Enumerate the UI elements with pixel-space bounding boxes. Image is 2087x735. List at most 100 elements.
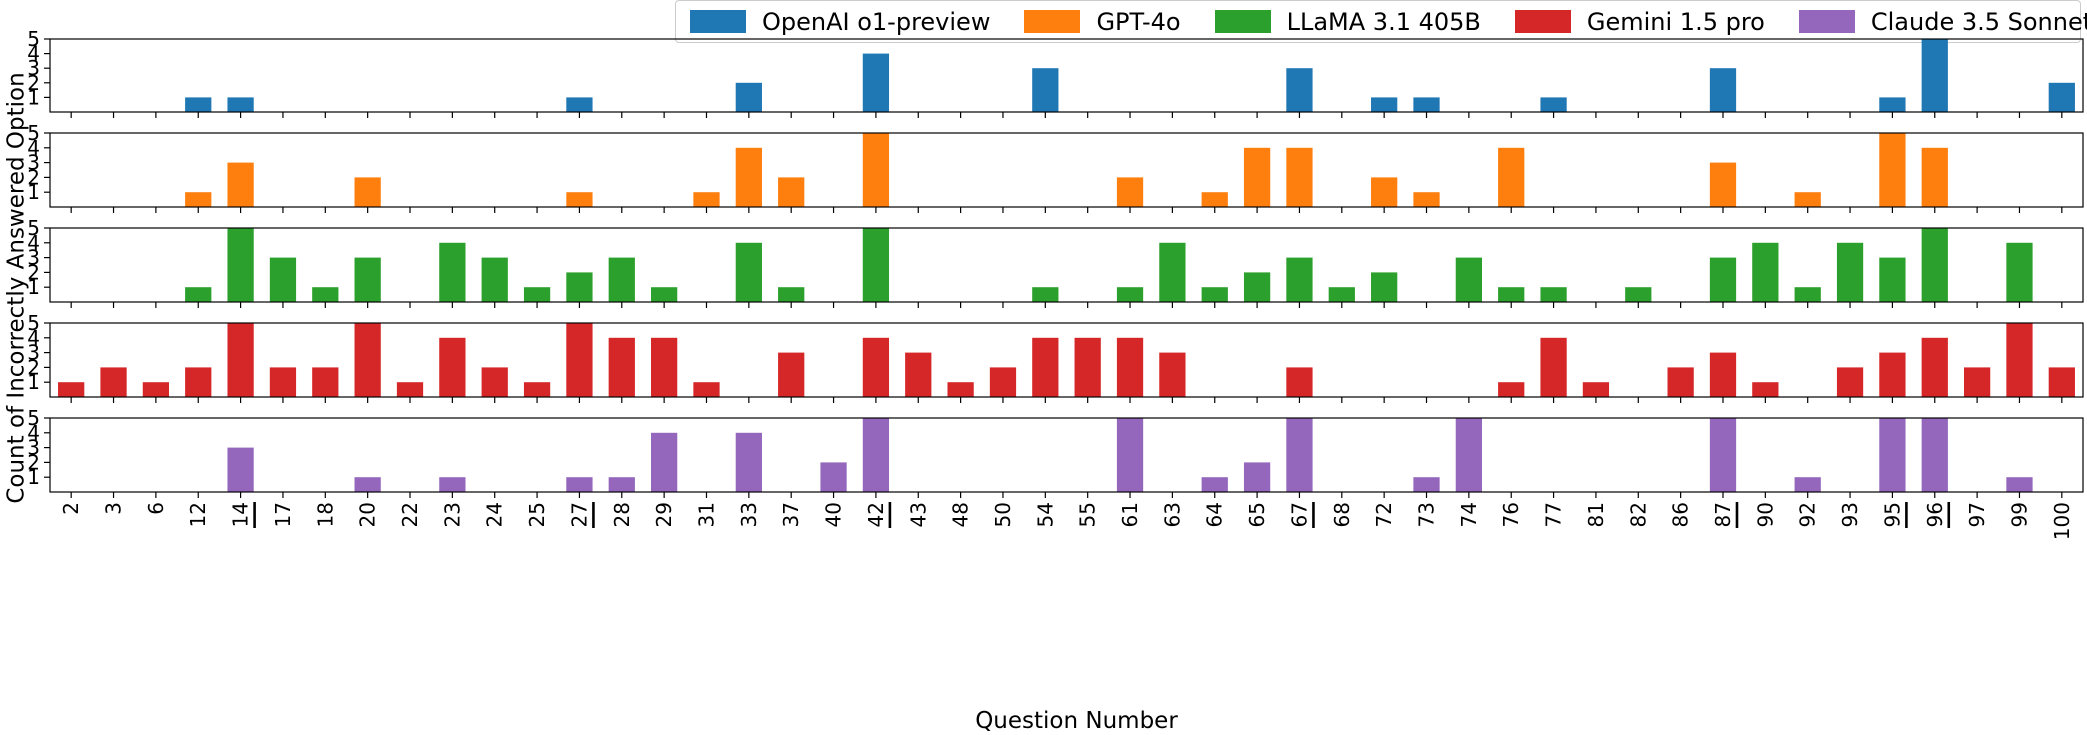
- bar: [354, 257, 381, 302]
- bar: [651, 432, 678, 492]
- x-tick-label: 96: [1923, 502, 1947, 527]
- y-tick-label: 1: [27, 370, 40, 394]
- legend-label: Claude 3.5 Sonnet: [1870, 7, 2087, 36]
- bar: [1159, 352, 1186, 397]
- bar: [1625, 287, 1652, 302]
- y-tick-label: 4: [27, 42, 40, 66]
- x-tick-label: 90: [1753, 502, 1777, 527]
- bar: [100, 367, 127, 397]
- x-tick-label: 6: [144, 502, 168, 515]
- bar: [2048, 367, 2075, 397]
- bar: [227, 162, 254, 207]
- legend-item-0: OpenAI o1-preview: [690, 8, 990, 36]
- bar: [1455, 418, 1482, 492]
- x-tick-label: 76: [1499, 502, 1523, 527]
- bar: [1032, 287, 1059, 302]
- bar: [735, 432, 762, 492]
- bar: [2006, 477, 2033, 492]
- y-tick-label: 5: [27, 216, 40, 240]
- bar: [820, 462, 847, 492]
- x-axis-label: Question Number: [975, 708, 1178, 734]
- y-tick-label: 5: [27, 27, 40, 51]
- bar: [1116, 287, 1144, 302]
- bar: [1879, 133, 1906, 207]
- bar: [862, 53, 890, 112]
- bar: [1709, 162, 1737, 207]
- bar: [1413, 97, 1440, 112]
- panel-frame: [49, 227, 2084, 303]
- bar: [523, 287, 551, 302]
- legend-item-1: GPT-4o: [1024, 8, 1181, 36]
- bar: [1540, 337, 1567, 397]
- bar: [1709, 257, 1737, 302]
- legend-label: OpenAI o1-preview: [762, 7, 991, 36]
- bar: [1116, 337, 1144, 397]
- x-tick-label: 65: [1245, 502, 1269, 527]
- bar: [2006, 323, 2033, 397]
- x-tick-label: 82: [1626, 502, 1650, 527]
- bar: [1371, 97, 1398, 112]
- x-tick-label: 63: [1160, 502, 1184, 527]
- bar: [1963, 367, 1991, 397]
- bar: [566, 192, 593, 207]
- bar: [1286, 418, 1313, 492]
- x-tick-label: 95: [1880, 502, 1904, 527]
- bar: [1498, 287, 1525, 302]
- bar: [905, 352, 932, 397]
- y-tick-label: 5: [27, 406, 40, 430]
- y-tick-label: 4: [27, 231, 40, 255]
- bar: [185, 192, 212, 207]
- bar: [58, 382, 85, 397]
- bar: [1879, 352, 1906, 397]
- bar: [1879, 257, 1906, 302]
- x-tick-label: 42: [864, 502, 888, 527]
- y-tick-label: 4: [27, 136, 40, 160]
- bar: [566, 477, 593, 492]
- bar: [608, 257, 635, 302]
- panel-frame: [49, 417, 2084, 493]
- x-tick-label: 27: [567, 502, 591, 527]
- y-tick-label: 1: [27, 85, 40, 109]
- x-tick-label: 86: [1669, 502, 1693, 527]
- bar: [1879, 97, 1906, 112]
- x-tick-label: 92: [1796, 502, 1820, 527]
- bar: [1201, 287, 1228, 302]
- bar: [608, 477, 635, 492]
- x-tick-label: 20: [356, 502, 380, 527]
- x-tick-label: 48: [949, 502, 973, 527]
- y-tick-label: 2: [27, 355, 40, 379]
- bar: [1794, 192, 1821, 207]
- bar: [1582, 382, 1610, 397]
- y-tick-label: 3: [27, 151, 40, 175]
- y-tick-label: 2: [27, 260, 40, 284]
- bar: [1371, 272, 1398, 302]
- y-tick-label: 2: [27, 450, 40, 474]
- x-tick-label: 31: [694, 502, 718, 527]
- bar: [862, 337, 890, 397]
- y-tick-label: 1: [27, 275, 40, 299]
- x-tick-label: 22: [398, 502, 422, 527]
- bar: [1243, 272, 1271, 302]
- bar: [1794, 287, 1821, 302]
- bar: [1328, 287, 1355, 302]
- y-tick-label: 2: [27, 71, 40, 95]
- bar: [1286, 68, 1313, 112]
- bar: [778, 177, 805, 207]
- x-tick-label: 100: [2050, 502, 2074, 540]
- x-tick-label: 40: [822, 502, 846, 527]
- bar: [1498, 147, 1525, 207]
- bar: [1921, 418, 1948, 492]
- bar: [862, 418, 890, 492]
- x-tick-label: 3: [102, 502, 126, 515]
- y-tick-label: 5: [27, 311, 40, 335]
- bar: [1836, 242, 1864, 302]
- bar: [481, 367, 508, 397]
- bar: [1032, 68, 1059, 112]
- bar: [185, 97, 212, 112]
- bar: [227, 228, 254, 302]
- legend-swatch: [1514, 10, 1571, 33]
